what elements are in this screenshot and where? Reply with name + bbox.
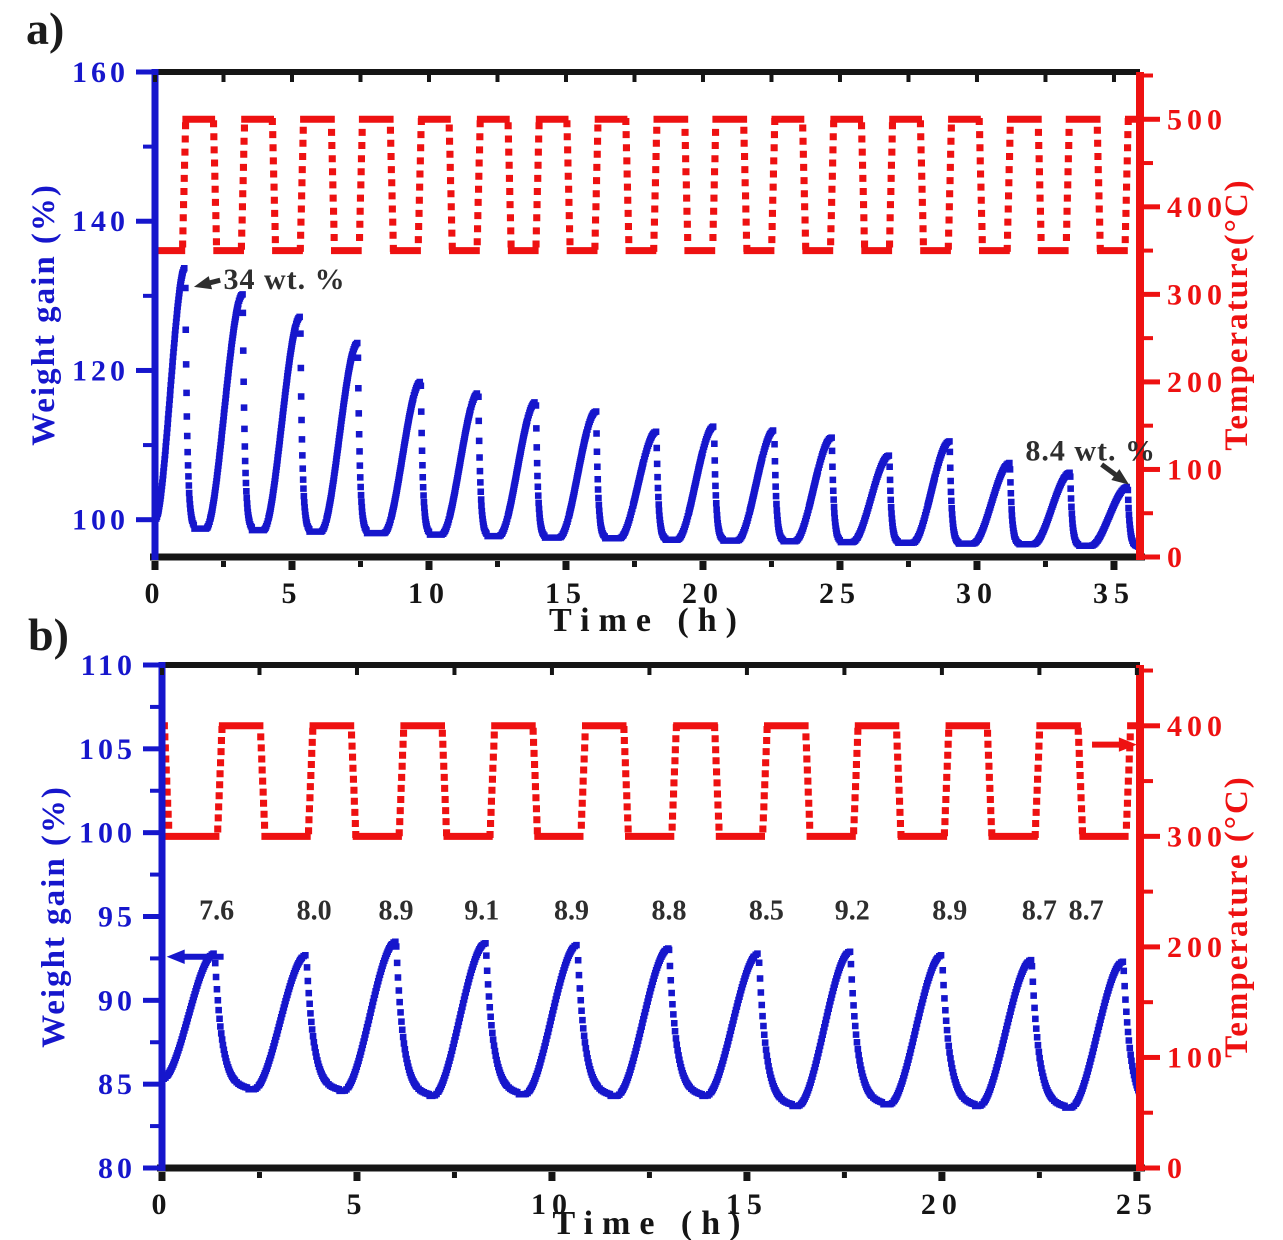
temp-tick-label: 500 [1167,103,1227,136]
x-axis-title: Time (h) [549,602,746,639]
peak-value-label: 9.1 [464,896,499,927]
panel-a: 0 5 10 15 20 25 30 35 100 120 140 160 0 100 200 300 400 5… [26,56,1255,639]
temp-tick-label: 0 [1167,1152,1187,1185]
annotation-arrow [193,276,221,290]
weight-tick-label: 120 [72,354,129,387]
weight-tick-label: 95 [98,901,136,934]
x-tick-label: 0 [145,577,166,610]
x-tick-label: 5 [346,1188,367,1221]
weight-curve [158,938,1144,1111]
x-tick-label: 10 [531,1188,573,1221]
x-tick-label: 25 [819,577,861,610]
x-tick-label: 5 [281,577,302,610]
weight-axis-indicator-arrow [166,949,224,964]
weight-curve [151,265,1142,550]
temp-tick-label: 300 [1167,278,1227,311]
annotation-arrow [1100,462,1130,485]
weight-tick-label: 100 [72,504,129,537]
temp-tick-label: 100 [1167,1041,1227,1074]
x-tick-label: 20 [921,1188,963,1221]
right-ticks: 0 100 200 300 400 [1144,668,1227,1185]
peak-value-label: 8.8 [651,896,686,927]
peak-value-label: 8.9 [378,896,413,927]
peak-value-label: 8.9 [554,896,589,927]
panel-a-label: a) [26,3,65,54]
weight-tick-label: 90 [98,984,136,1017]
temperature-curve [158,722,1142,840]
left-axis-title: Weight gain (%) [36,785,72,1048]
right-axis-title: Temperature(°C) [1219,178,1255,450]
x-tick-label: 0 [152,1188,173,1221]
weight-tick-label: 80 [98,1152,136,1185]
peak-value-label: 8.7 [1022,896,1057,927]
weight-tick-label: 110 [81,649,136,682]
x-ticks: 0 5 10 15 20 25 [152,668,1158,1221]
peak-value-label: 8.0 [297,896,332,927]
left-axis-title: Weight gain (%) [26,183,62,446]
temp-tick-label: 200 [1167,931,1227,964]
x-tick-label: 25 [1116,1188,1158,1221]
weight-tick-label: 140 [72,205,129,238]
peak-value-label: 7.6 [199,896,234,927]
temp-tick-label: 400 [1167,191,1227,224]
temp-tick-label: 300 [1167,820,1227,853]
peak-value-label: 8.9 [932,896,967,927]
temperature-curve [158,115,1142,255]
temp-tick-label: 0 [1167,541,1187,574]
temp-tick-label: 400 [1167,710,1227,743]
left-ticks: 80 85 90 95 100 105 110 [79,649,159,1185]
panel-b: 0 5 10 15 20 25 80 85 90 95 100 105 110 0 100 200 300 400… [36,649,1255,1240]
weight-tick-label: 105 [79,733,136,766]
panel-b-label: b) [28,609,69,660]
weight-tick-label: 85 [98,1068,136,1101]
right-ticks: 0 100 200 300 400 500 [1144,73,1227,574]
x-tick-label: 30 [956,577,998,610]
x-ticks: 0 5 10 15 20 25 30 35 [145,75,1135,610]
x-tick-label: 20 [682,577,724,610]
temp-tick-label: 200 [1167,366,1227,399]
peak-value-label: 8.7 [1069,896,1104,927]
x-tick-label: 15 [726,1188,768,1221]
weight-tick-label: 100 [79,817,136,850]
x-axis-title: Time (h) [553,1205,750,1240]
temp-tick-label: 100 [1167,453,1227,486]
x-tick-label: 10 [408,577,450,610]
peak-value-label: 8.5 [749,896,784,927]
peak-value-label: 9.2 [835,896,870,927]
right-axis-title: Temperature (°C) [1219,775,1255,1058]
left-ticks: 100 120 140 160 [72,56,152,537]
x-tick-label: 15 [545,577,587,610]
annotation-text: 34 wt. % [223,263,345,296]
weight-tick-label: 160 [72,56,129,89]
x-tick-label: 35 [1093,577,1135,610]
temperature-axis-indicator-arrow [1092,737,1137,752]
annotation-text: 8.4 wt. % [1025,435,1156,468]
